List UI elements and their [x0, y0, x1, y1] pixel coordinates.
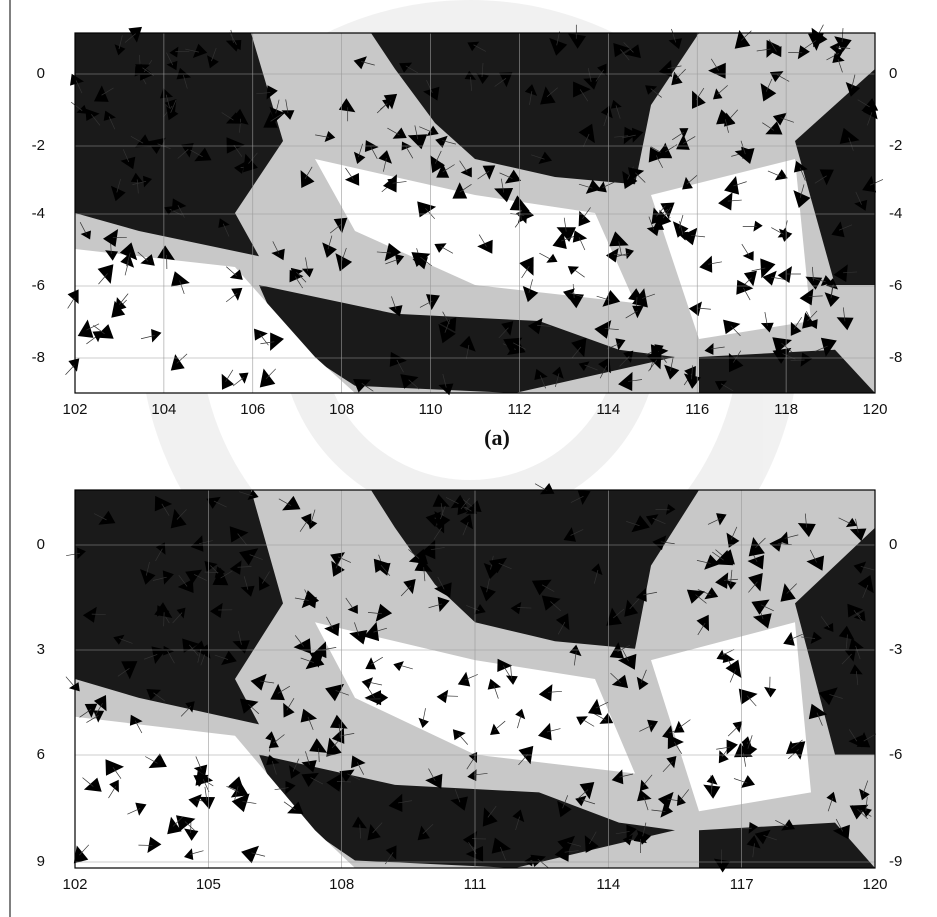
y-tick-label-right: -8 — [889, 349, 902, 366]
y-tick-label: -2 — [32, 137, 45, 154]
x-tick-label: 120 — [862, 876, 887, 893]
y-tick-label-right: -3 — [889, 641, 902, 658]
figure: 102 104 106 108 110 112 114 116 118 120 0 -2 -4 -6 -8 0… — [0, 0, 937, 917]
y-tick-label-right: -6 — [889, 746, 902, 763]
y-tick-label: -4 — [32, 205, 45, 222]
y-tick-label-right: -6 — [889, 277, 902, 294]
x-tick-label: 108 — [329, 401, 354, 418]
y-tick-label-right: 0 — [889, 65, 897, 82]
map-panel: 102 104 106 108 110 112 114 116 118 120 0 -2 -4 -6 -8 0… — [32, 25, 903, 450]
x-tick-label: 116 — [685, 401, 709, 418]
x-tick-label: 108 — [329, 876, 354, 893]
y-tick-label: 3 — [37, 641, 45, 658]
x-tick-label: 110 — [419, 401, 443, 418]
x-tick-label: 118 — [774, 401, 798, 418]
panel-caption: (a) — [484, 425, 510, 450]
y-tick-label-right: -4 — [889, 205, 902, 222]
x-tick-label: 117 — [730, 876, 754, 893]
y-tick-label: -6 — [32, 277, 45, 294]
y-tick-label-right: 0 — [889, 536, 897, 553]
x-tick-label: 111 — [464, 876, 487, 893]
x-tick-label: 105 — [196, 876, 221, 893]
y-tick-label: -8 — [32, 349, 45, 366]
y-tick-label: 0 — [37, 65, 45, 82]
y-tick-label: 6 — [37, 746, 45, 763]
y-tick-label-right: -2 — [889, 137, 902, 154]
x-tick-label: 102 — [62, 876, 87, 893]
x-tick-label: 102 — [62, 401, 87, 418]
x-tick-label: 112 — [507, 401, 531, 418]
x-tick-label: 106 — [240, 401, 265, 418]
page: 102 104 106 108 110 112 114 116 118 120 0 -2 -4 -6 -8 0… — [0, 0, 937, 917]
y-tick-label: 9 — [37, 853, 45, 870]
x-tick-label: 114 — [596, 401, 620, 418]
map-panel: 102 105 108 111 114 117 120 0 3 6 9 0 -3 -6 -9 — [37, 483, 903, 893]
y-tick-label-right: -9 — [889, 853, 902, 870]
x-tick-label: 120 — [862, 401, 887, 418]
y-tick-label: 0 — [37, 536, 45, 553]
x-tick-label: 114 — [596, 876, 620, 893]
x-tick-label: 104 — [151, 401, 176, 418]
